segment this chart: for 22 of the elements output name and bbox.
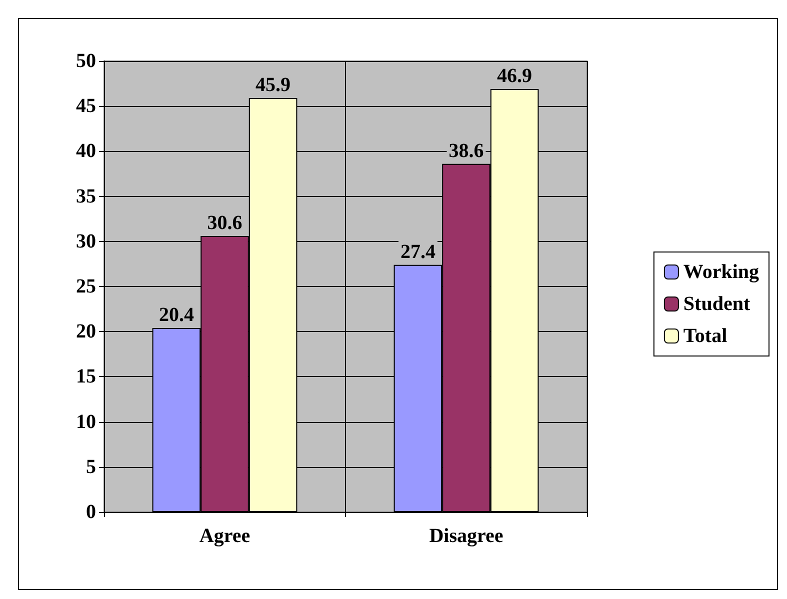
data-label: 27.4 [400, 240, 436, 263]
y-tick-label: 25 [76, 276, 96, 298]
data-label: 45.9 [256, 74, 291, 96]
legend-label: Total [683, 325, 728, 347]
x-tick-label: Agree [199, 525, 250, 547]
legend-label: Student [683, 293, 750, 315]
data-label: 20.4 [158, 304, 194, 326]
data-label: 38.6 [448, 140, 484, 162]
y-tick-label: 20 [76, 320, 96, 343]
y-tick-label: 5 [86, 456, 96, 478]
legend-label: Working [683, 261, 759, 283]
y-tick-label: 10 [76, 410, 96, 433]
y-tick-label: 45 [76, 95, 96, 118]
x-tick-label: Disagree [429, 525, 504, 547]
y-tick-label: 30 [76, 230, 96, 252]
y-tick-label: 40 [76, 140, 96, 162]
y-tick-label: 0 [86, 501, 96, 523]
y-tick-label: 15 [76, 366, 96, 388]
data-label: 30.6 [207, 212, 242, 234]
y-tick-label: 50 [76, 50, 96, 72]
data-label: 46.9 [497, 64, 532, 87]
y-tick-label: 35 [76, 185, 96, 208]
